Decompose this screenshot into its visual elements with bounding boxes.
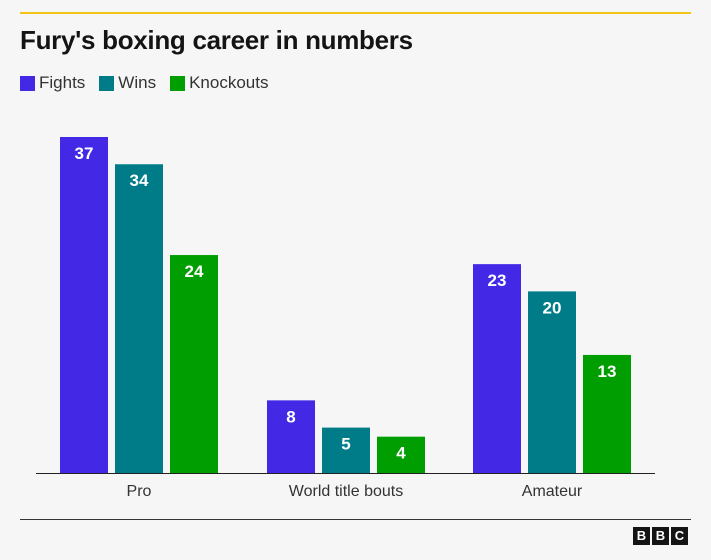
data-label: 13: [598, 362, 617, 381]
legend: Fights Wins Knockouts: [20, 73, 282, 93]
data-label: 37: [75, 144, 94, 163]
legend-label-wins: Wins: [118, 73, 157, 92]
chart-title: Fury's boxing career in numbers: [20, 25, 413, 55]
legend-item-wins: Wins: [99, 73, 156, 93]
data-label: 20: [543, 298, 562, 317]
bar-wins: [322, 427, 370, 473]
bar-fights: [267, 400, 315, 473]
x-tick-label: World title bouts: [289, 483, 403, 500]
legend-item-fights: Fights: [20, 73, 85, 93]
bar-wins: [528, 291, 576, 473]
data-label: 24: [185, 262, 204, 281]
data-label: 34: [130, 171, 149, 190]
bar-wins: [115, 164, 163, 474]
data-label: 4: [396, 444, 406, 463]
x-tick-label: Amateur: [522, 483, 583, 500]
bbc-logo: B B C: [631, 527, 688, 545]
legend-label-fights: Fights: [39, 73, 86, 92]
bar-knockouts: [377, 436, 425, 473]
accent-rule: [20, 12, 691, 14]
legend-swatch-knockouts: [170, 75, 186, 91]
legend-swatch-fights: [20, 75, 35, 91]
logo-letter: B: [633, 527, 650, 545]
data-label: 8: [286, 407, 295, 426]
logo-letter: C: [671, 527, 688, 545]
data-label: 23: [488, 271, 507, 290]
bar-fights: [473, 264, 521, 473]
bar-fights: [60, 137, 108, 473]
logo-letter: B: [652, 527, 669, 545]
legend-item-knockouts: Knockouts: [170, 73, 268, 93]
x-tick-label: Pro: [127, 483, 152, 500]
bar-knockouts: [170, 255, 218, 473]
legend-swatch-wins: [99, 75, 115, 91]
bar-knockouts: [583, 354, 631, 473]
data-label: 5: [341, 435, 350, 454]
footer-rule: [20, 519, 691, 520]
legend-label-knockouts: Knockouts: [189, 73, 269, 92]
